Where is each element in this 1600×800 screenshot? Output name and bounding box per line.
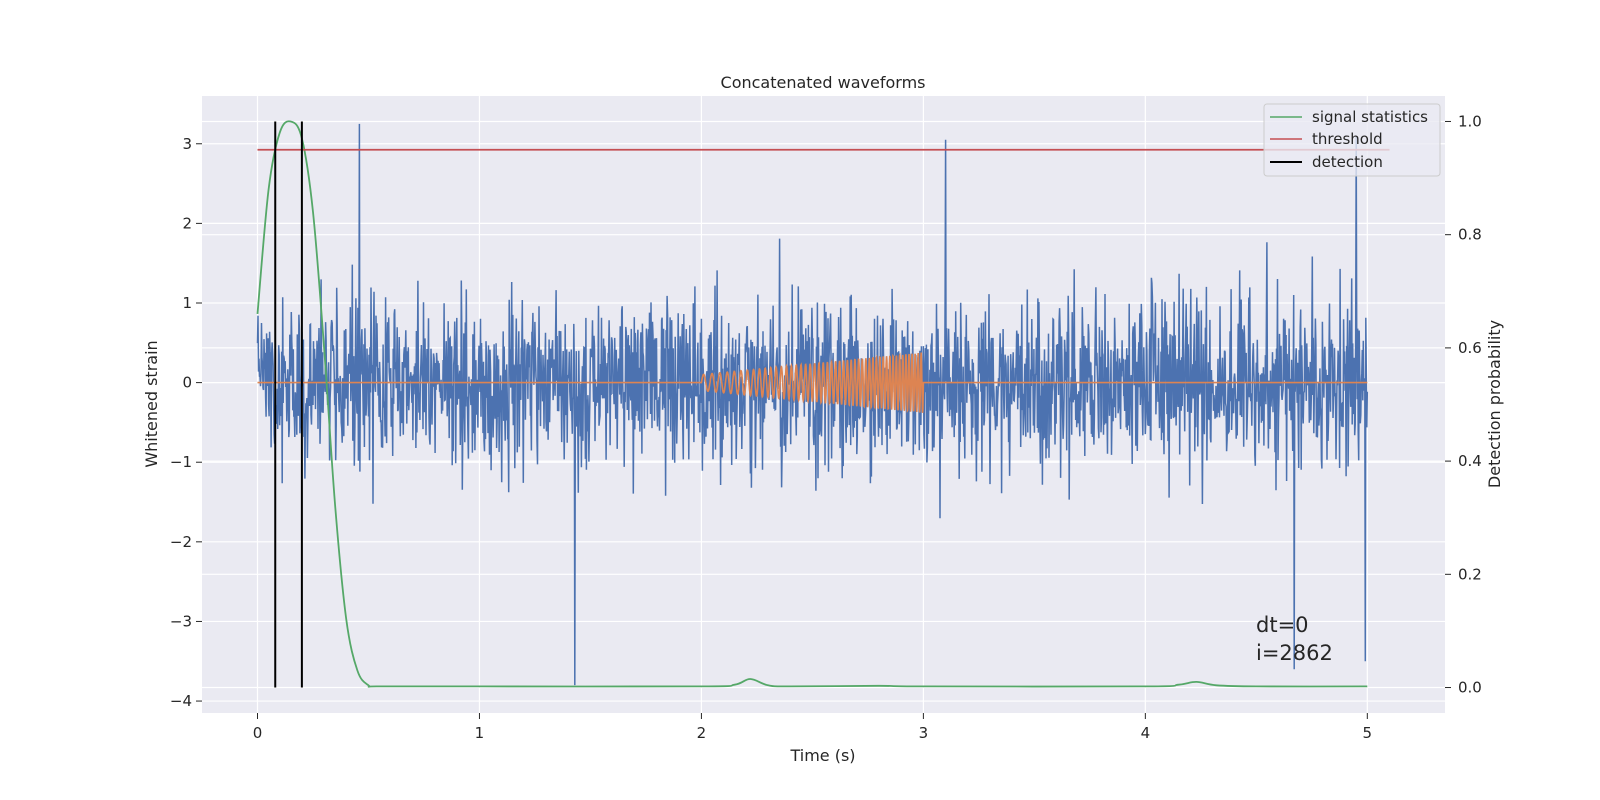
signal-statistics-series <box>256 120 1368 688</box>
x-tick-label: 2 <box>697 724 707 742</box>
y-axis-label-right: Detection probability <box>1485 320 1504 488</box>
legend-label-threshold: threshold <box>1312 130 1383 148</box>
legend-box <box>1263 103 1441 177</box>
chirp-series <box>257 352 1368 413</box>
axes: 0 1 2 3 4 5 −4 −3 −2 −1 0 1 2 3 0.0 0.2 0.4 0.6 0.8 1.0 <box>170 112 1482 742</box>
y-right-tick-label: 0.0 <box>1458 679 1482 697</box>
y-tick-label: −2 <box>170 533 192 551</box>
x-tick-label: 3 <box>919 724 929 742</box>
x-tick-label: 4 <box>1141 724 1151 742</box>
x-tick-label: 5 <box>1363 724 1373 742</box>
y-tick-label: 2 <box>182 214 192 232</box>
y-tick-label: −1 <box>170 453 192 471</box>
y-tick-label: 1 <box>182 294 192 312</box>
annotation-i: i=2862 <box>1256 641 1333 665</box>
y-right-tick-label: 0.6 <box>1458 339 1482 357</box>
y-right-tick-label: 0.2 <box>1458 565 1482 583</box>
x-tick-label: 1 <box>475 724 485 742</box>
x-axis-label: Time (s) <box>789 746 855 765</box>
y-tick-label: 0 <box>182 374 192 392</box>
y-tick-label: −4 <box>170 692 192 710</box>
signal-statistics-line <box>256 120 1368 688</box>
legend-label-detection: detection <box>1312 153 1383 171</box>
legend-label-signal-statistics: signal statistics <box>1312 108 1428 126</box>
legend: signal statistics threshold detection <box>1263 103 1441 177</box>
annotation-dt: dt=0 <box>1256 613 1309 637</box>
chirp-line <box>257 352 1368 413</box>
y-axis-label: Whitened strain <box>142 340 161 467</box>
x-tick-label: 0 <box>253 724 263 742</box>
y-right-tick-label: 1.0 <box>1458 112 1482 130</box>
y-tick-label: 3 <box>182 135 192 153</box>
strain-series <box>256 123 1369 686</box>
y-right-tick-label: 0.4 <box>1458 452 1482 470</box>
strain-line <box>256 123 1369 686</box>
chart-title: Concatenated waveforms <box>721 73 926 92</box>
y-right-tick-label: 0.8 <box>1458 226 1482 244</box>
y-tick-label: −3 <box>170 612 192 630</box>
detection-series <box>274 121 303 688</box>
